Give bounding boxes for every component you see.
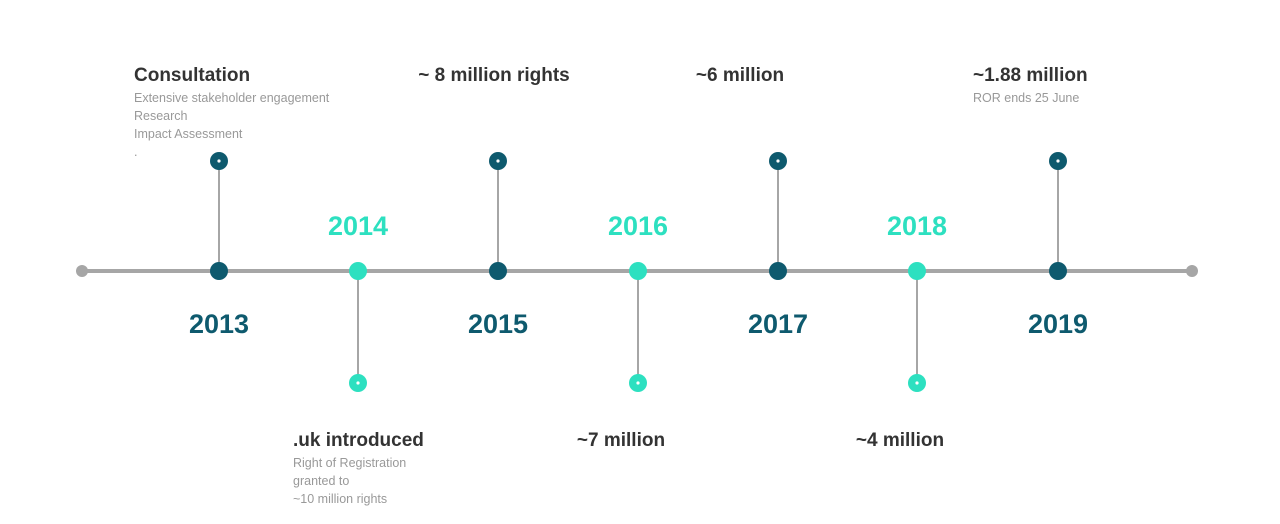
year-label: 2017 (748, 309, 808, 339)
event-dot-center (776, 159, 780, 163)
axis-node (629, 262, 647, 280)
event-dot-center (496, 159, 500, 163)
event-title: .uk introduced (293, 430, 424, 451)
event-title: Consultation (134, 65, 250, 86)
axis-node (908, 262, 926, 280)
axis-node (1049, 262, 1067, 280)
year-label: 2016 (608, 211, 668, 241)
year-label: 2015 (468, 309, 528, 339)
event-detail: granted to (293, 474, 349, 488)
event-detail: Impact Assessment (134, 127, 243, 141)
event-detail: Right of Registration (293, 456, 406, 470)
axis-end (1186, 265, 1198, 277)
year-label: 2014 (328, 211, 388, 241)
year-label: 2018 (887, 211, 947, 241)
axis-node (349, 262, 367, 280)
event-detail: ~10 million rights (293, 492, 387, 506)
event-dot-center (356, 381, 360, 385)
event-dot-center (1056, 159, 1060, 163)
event-dot-center (636, 381, 640, 385)
axis-node (210, 262, 228, 280)
year-label: 2019 (1028, 309, 1088, 339)
event-detail: ROR ends 25 June (973, 91, 1079, 105)
event-detail: Research (134, 109, 188, 123)
event-dot-center (915, 381, 919, 385)
event-title: ~7 million (577, 430, 665, 451)
axis-node (769, 262, 787, 280)
event-title: ~1.88 million (973, 65, 1088, 86)
event-dot-center (217, 159, 221, 163)
axis-end (76, 265, 88, 277)
event-title: ~6 million (696, 65, 784, 86)
event-title: ~ 8 million rights (418, 65, 570, 86)
event-detail: Extensive stakeholder engagement (134, 91, 330, 105)
year-label: 2013 (189, 309, 249, 339)
event-detail: . (134, 145, 137, 159)
axis-node (489, 262, 507, 280)
event-title: ~4 million (856, 430, 944, 451)
